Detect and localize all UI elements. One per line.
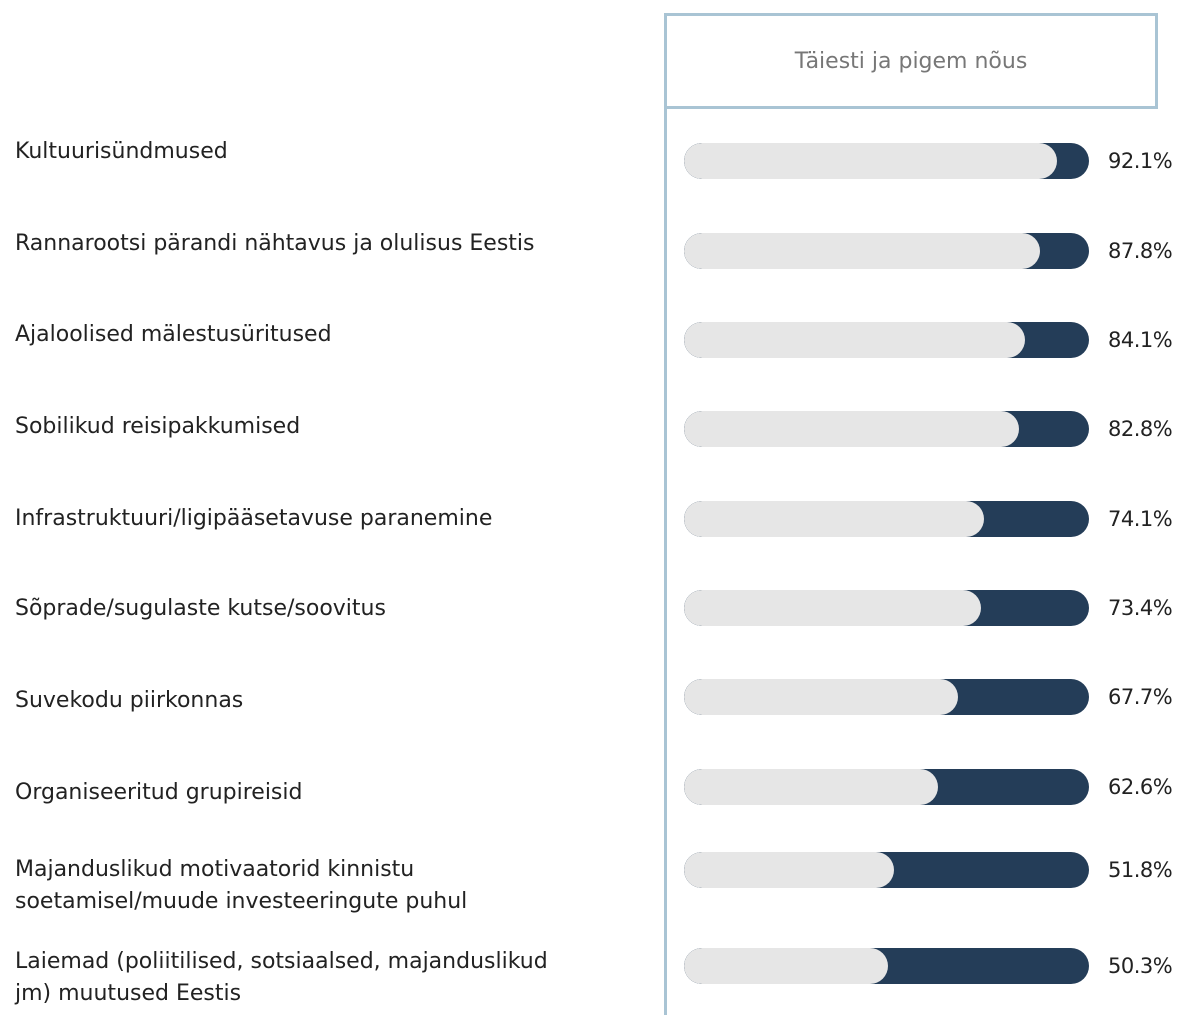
bar: [684, 769, 938, 805]
value-label: 67.7%: [1108, 685, 1173, 709]
category-label: Rannarootsi pärandi nähtavus ja olulisus…: [15, 231, 535, 256]
bar-track: [684, 411, 1089, 447]
bar-track: [684, 143, 1089, 179]
bar: [684, 143, 1057, 179]
bar-track: [684, 322, 1089, 358]
value-label: 62.6%: [1108, 775, 1173, 799]
series-header: Täiesti ja pigem nõus: [664, 13, 1158, 109]
bar: [684, 852, 894, 888]
bar: [684, 948, 888, 984]
bar-track: [684, 948, 1089, 984]
bar-track: [684, 501, 1089, 537]
category-label: Suvekodu piirkonnas: [15, 688, 244, 713]
category-label: Majanduslikud motivaatorid kinnistu soet…: [15, 857, 468, 914]
bar-track: [684, 233, 1089, 269]
category-label: Sobilikud reisipakkumised: [15, 414, 301, 439]
bar: [684, 679, 959, 715]
value-label: 92.1%: [1108, 149, 1173, 173]
value-label: 87.8%: [1108, 239, 1173, 263]
bar-track: [684, 679, 1089, 715]
bar: [684, 233, 1040, 269]
bar: [684, 501, 985, 537]
value-label: 84.1%: [1108, 328, 1173, 352]
bar-track: [684, 590, 1089, 626]
value-label: 51.8%: [1108, 858, 1173, 882]
bar: [684, 322, 1025, 358]
value-label: 82.8%: [1108, 417, 1173, 441]
category-label: Kultuurisündmused: [15, 139, 228, 164]
category-label: Laiemad (poliitilised, sotsiaalsed, maja…: [15, 949, 548, 1006]
bar-track: [684, 852, 1089, 888]
bar: [684, 411, 1020, 447]
value-label: 73.4%: [1108, 596, 1173, 620]
bar: [684, 590, 982, 626]
value-label: 74.1%: [1108, 507, 1173, 531]
category-label: Infrastruktuuri/ligipääsetavuse paranemi…: [15, 506, 493, 531]
value-label: 50.3%: [1108, 954, 1173, 978]
category-label: Ajaloolised mälestusüritused: [15, 322, 332, 347]
divider: [664, 14, 667, 1015]
category-label: Sõprade/sugulaste kutse/soovitus: [15, 596, 386, 621]
category-label: Organiseeritud grupireisid: [15, 780, 303, 805]
bar-track: [684, 769, 1089, 805]
